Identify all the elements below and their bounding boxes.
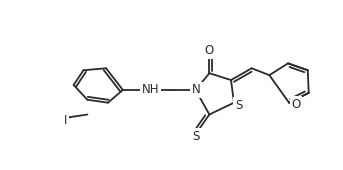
- Text: S: S: [235, 99, 243, 112]
- Text: O: O: [205, 44, 214, 57]
- Text: NH: NH: [142, 83, 159, 96]
- Text: S: S: [192, 130, 199, 143]
- Text: O: O: [291, 98, 300, 111]
- Text: I: I: [64, 114, 68, 127]
- Text: N: N: [192, 83, 201, 96]
